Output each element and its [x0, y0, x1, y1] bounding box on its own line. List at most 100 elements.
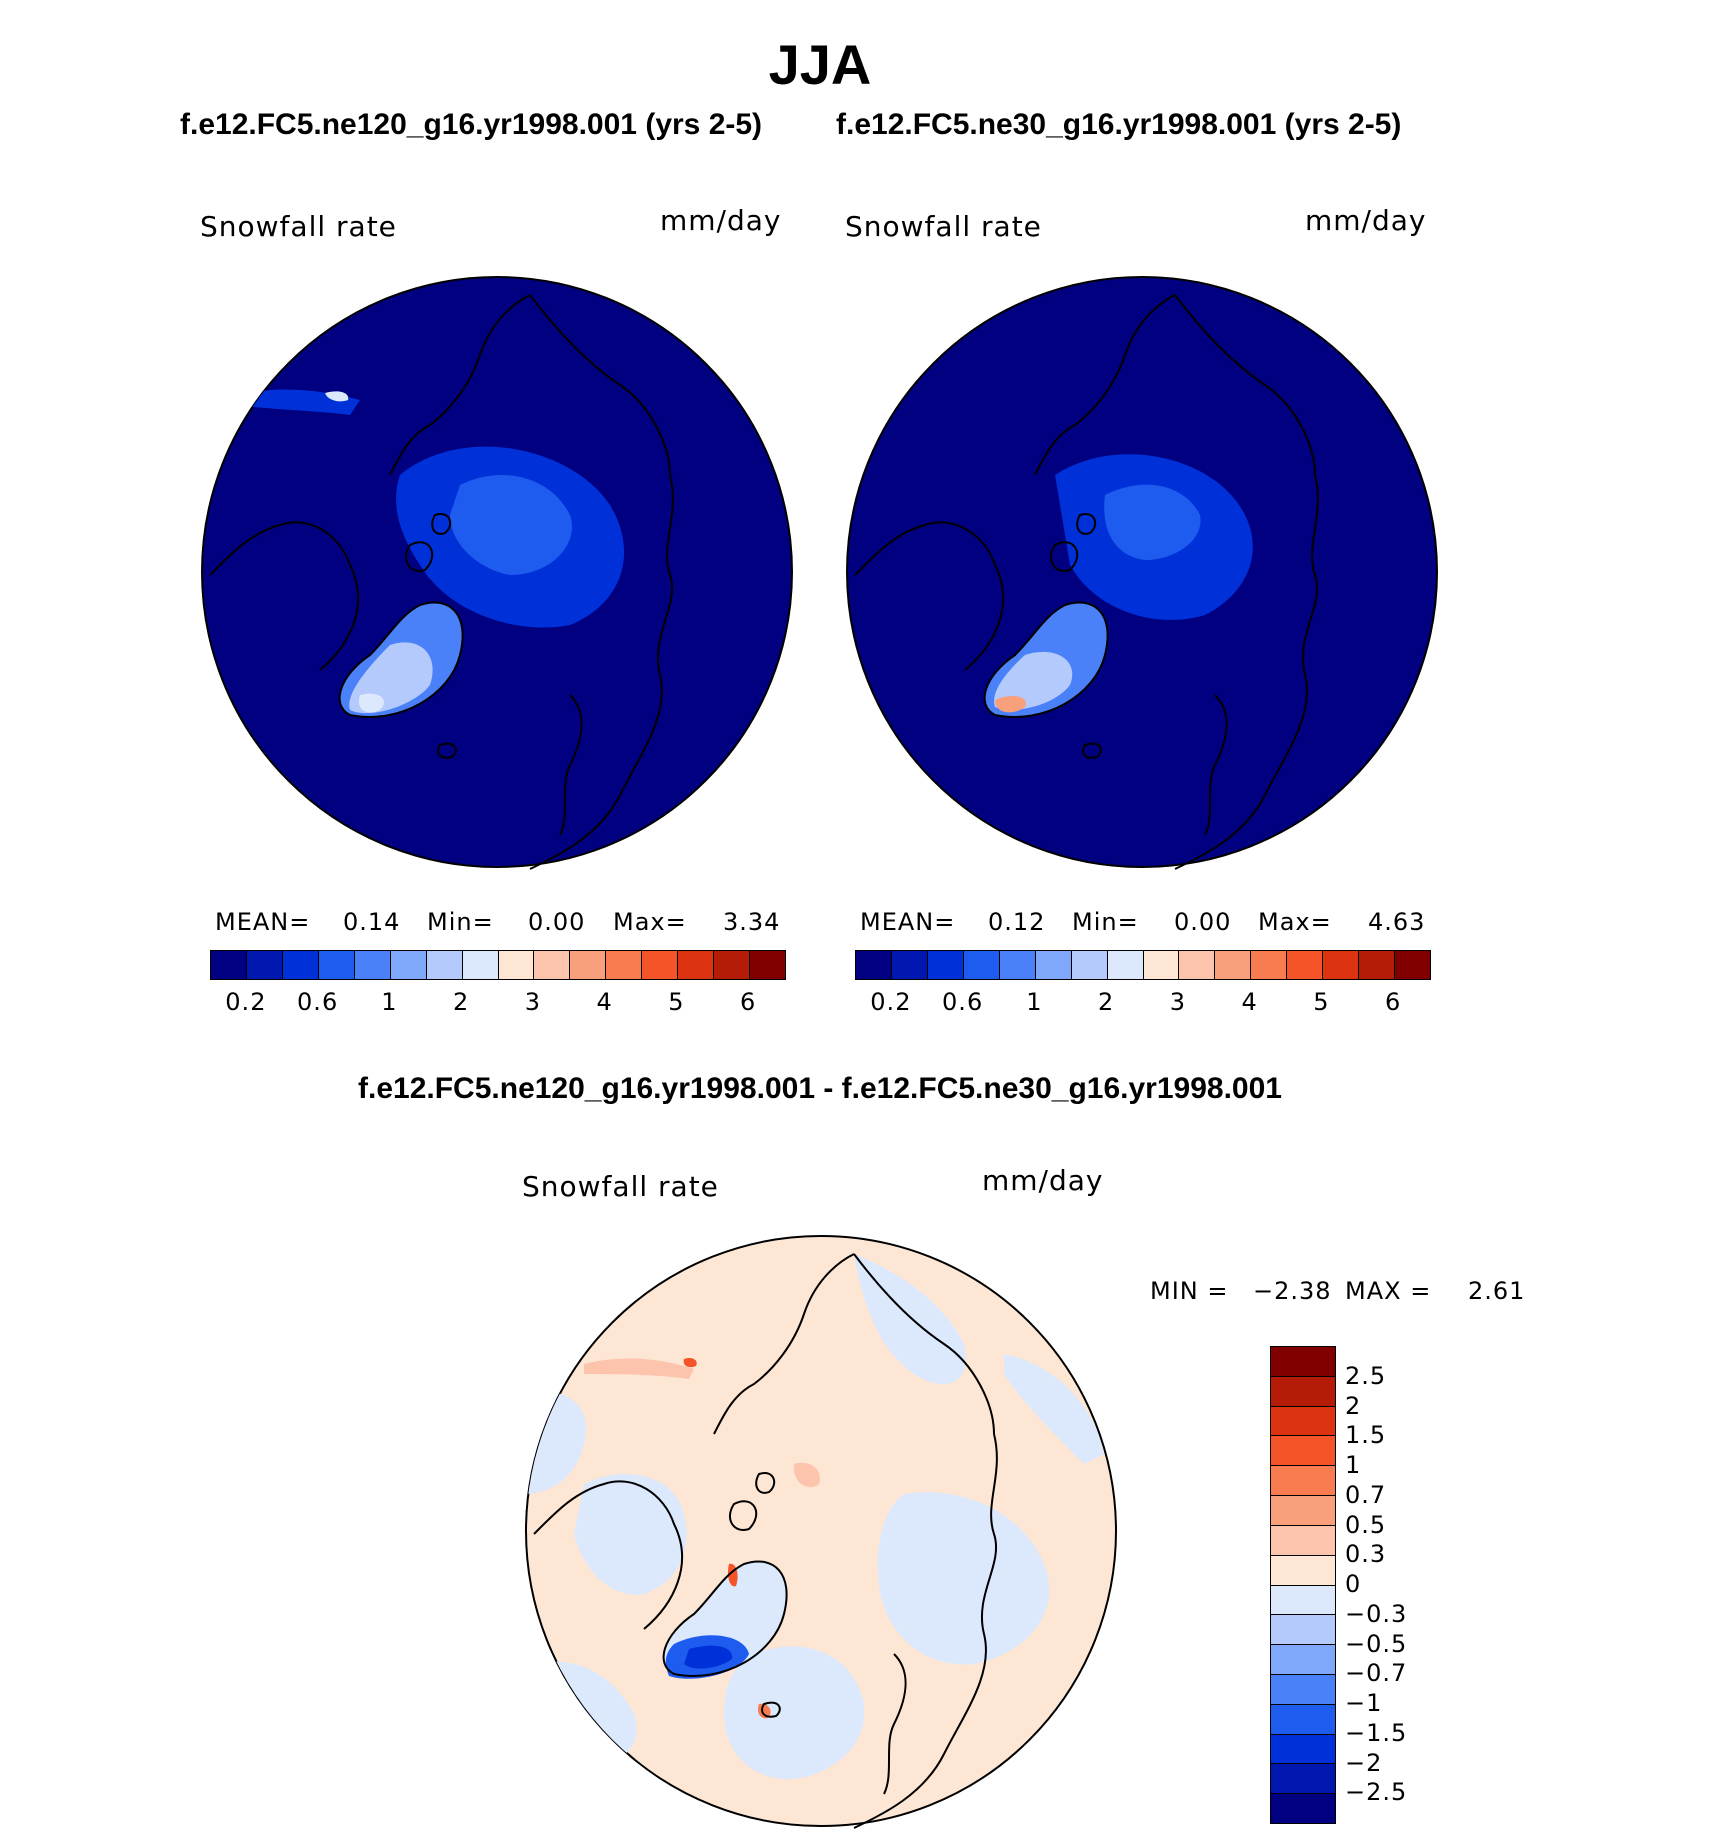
colorbar-swatch	[714, 951, 751, 979]
colorbar-swatch	[534, 951, 571, 979]
colorbar-tick-label: 0	[1345, 1570, 1362, 1598]
colorbar-swatch	[1271, 1466, 1335, 1497]
colorbar-swatch	[211, 951, 247, 979]
colorbar-tick-label: 0.6	[297, 988, 339, 1016]
colorbar-tick-label: 4	[1241, 988, 1258, 1016]
colorbar-swatch	[1271, 1585, 1335, 1616]
left-mean-value: 0.14	[343, 908, 401, 936]
colorbar-swatch	[498, 951, 535, 979]
colorbar-tick-label: 2.5	[1345, 1361, 1387, 1390]
colorbar-swatch	[1271, 1734, 1335, 1765]
left-units-label: mm/day	[660, 204, 782, 237]
colorbar-tick-label: 5	[1313, 988, 1330, 1016]
left-max-value: 3.34	[723, 908, 781, 936]
colorbar-tick-label: −1	[1345, 1689, 1383, 1717]
colorbar-swatch	[1271, 1794, 1335, 1823]
colorbar-swatch	[426, 951, 463, 979]
left-min-value: 0.00	[528, 908, 586, 936]
colorbar-swatch	[1215, 951, 1252, 979]
colorbar-swatch	[1035, 951, 1072, 979]
difference-colorbar	[1270, 1346, 1336, 1824]
colorbar-swatch	[1271, 1406, 1335, 1437]
right-mean-label: MEAN=	[860, 908, 956, 936]
colorbar-tick-label: −2	[1345, 1748, 1383, 1777]
colorbar-swatch	[1179, 951, 1216, 979]
colorbar-tick-label: −2.5	[1345, 1778, 1408, 1807]
colorbar-tick-label: 0.2	[225, 988, 267, 1016]
colorbar-swatch	[318, 951, 355, 979]
colorbar-swatch	[1271, 1674, 1335, 1705]
colorbar-swatch	[1271, 1764, 1335, 1795]
colorbar-swatch	[606, 951, 643, 979]
colorbar-swatch	[246, 951, 283, 979]
right-max-label: Max=	[1258, 908, 1332, 936]
difference-units-label: mm/day	[982, 1164, 1104, 1197]
colorbar-swatch	[1271, 1645, 1335, 1675]
colorbar-swatch	[1359, 951, 1396, 979]
colorbar-swatch	[750, 951, 785, 979]
colorbar-swatch	[1271, 1436, 1335, 1467]
colorbar-tick-label: −1.5	[1345, 1718, 1408, 1747]
colorbar-tick-label: 1.5	[1345, 1421, 1387, 1450]
left-max-label: Max=	[613, 908, 687, 936]
left-panel-title: f.e12.FC5.ne120_g16.yr1998.001 (yrs 2-5)	[180, 108, 763, 141]
difference-max-value: 2.61	[1468, 1277, 1526, 1305]
main-title: JJA	[768, 33, 872, 96]
colorbar-swatch	[1271, 1555, 1335, 1586]
right-polar-map	[846, 276, 1438, 870]
colorbar-tick-label: 0.6	[942, 988, 984, 1016]
colorbar-swatch	[999, 951, 1036, 979]
difference-title: f.e12.FC5.ne120_g16.yr1998.001 - f.e12.F…	[358, 1072, 1282, 1105]
colorbar-swatch	[282, 951, 319, 979]
left-polar-map	[201, 276, 793, 870]
colorbar-swatch	[1107, 951, 1144, 979]
left-variable-label: Snowfall rate	[200, 210, 397, 243]
colorbar-swatch	[678, 951, 715, 979]
right-colorbar	[855, 950, 1431, 980]
colorbar-tick-label: 6	[1384, 988, 1402, 1016]
colorbar-tick-label: 3	[524, 988, 542, 1016]
colorbar-swatch	[1071, 951, 1108, 979]
right-min-value: 0.00	[1174, 908, 1232, 936]
colorbar-swatch	[354, 951, 391, 979]
right-mean-value: 0.12	[988, 908, 1046, 936]
colorbar-swatch	[1251, 951, 1288, 979]
colorbar-swatch	[1271, 1525, 1335, 1556]
colorbar-swatch	[570, 951, 607, 979]
colorbar-tick-label: 0.5	[1345, 1510, 1387, 1539]
colorbar-swatch	[1271, 1704, 1335, 1735]
difference-min-value: −2.38	[1253, 1277, 1332, 1305]
difference-polar-map	[525, 1235, 1117, 1829]
colorbar-swatch	[642, 951, 679, 979]
colorbar-tick-label: 5	[668, 988, 685, 1016]
colorbar-tick-label: −0.3	[1345, 1599, 1408, 1628]
colorbar-swatch	[1271, 1615, 1335, 1646]
colorbar-swatch	[963, 951, 1000, 979]
right-min-label: Min=	[1072, 908, 1139, 936]
colorbar-tick-label: 0.3	[1345, 1540, 1387, 1569]
colorbar-tick-label: −0.5	[1345, 1629, 1408, 1658]
colorbar-tick-label: 1	[381, 988, 398, 1016]
colorbar-swatch	[891, 951, 928, 979]
right-max-value: 4.63	[1368, 908, 1426, 936]
colorbar-tick-label: 2	[1097, 988, 1115, 1016]
difference-max-label: MAX =	[1345, 1277, 1432, 1305]
colorbar-tick-label: 4	[596, 988, 613, 1016]
colorbar-swatch	[1271, 1347, 1335, 1377]
colorbar-tick-label: 0.7	[1345, 1480, 1387, 1509]
colorbar-tick-label: 1	[1345, 1451, 1362, 1479]
colorbar-tick-label: 1	[1026, 988, 1043, 1016]
colorbar-swatch	[927, 951, 964, 979]
colorbar-tick-label: 2	[1345, 1391, 1362, 1420]
colorbar-tick-label: 0.2	[870, 988, 912, 1016]
difference-variable-label: Snowfall rate	[522, 1170, 719, 1203]
difference-min-label: MIN =	[1150, 1277, 1229, 1305]
right-variable-label: Snowfall rate	[845, 210, 1042, 243]
left-min-label: Min=	[427, 908, 494, 936]
colorbar-swatch	[1323, 951, 1360, 979]
colorbar-swatch	[390, 951, 427, 979]
colorbar-swatch	[1395, 951, 1430, 979]
colorbar-tick-label: 2	[452, 988, 470, 1016]
colorbar-tick-label: 3	[1169, 988, 1187, 1016]
colorbar-tick-label: −0.7	[1345, 1659, 1408, 1688]
